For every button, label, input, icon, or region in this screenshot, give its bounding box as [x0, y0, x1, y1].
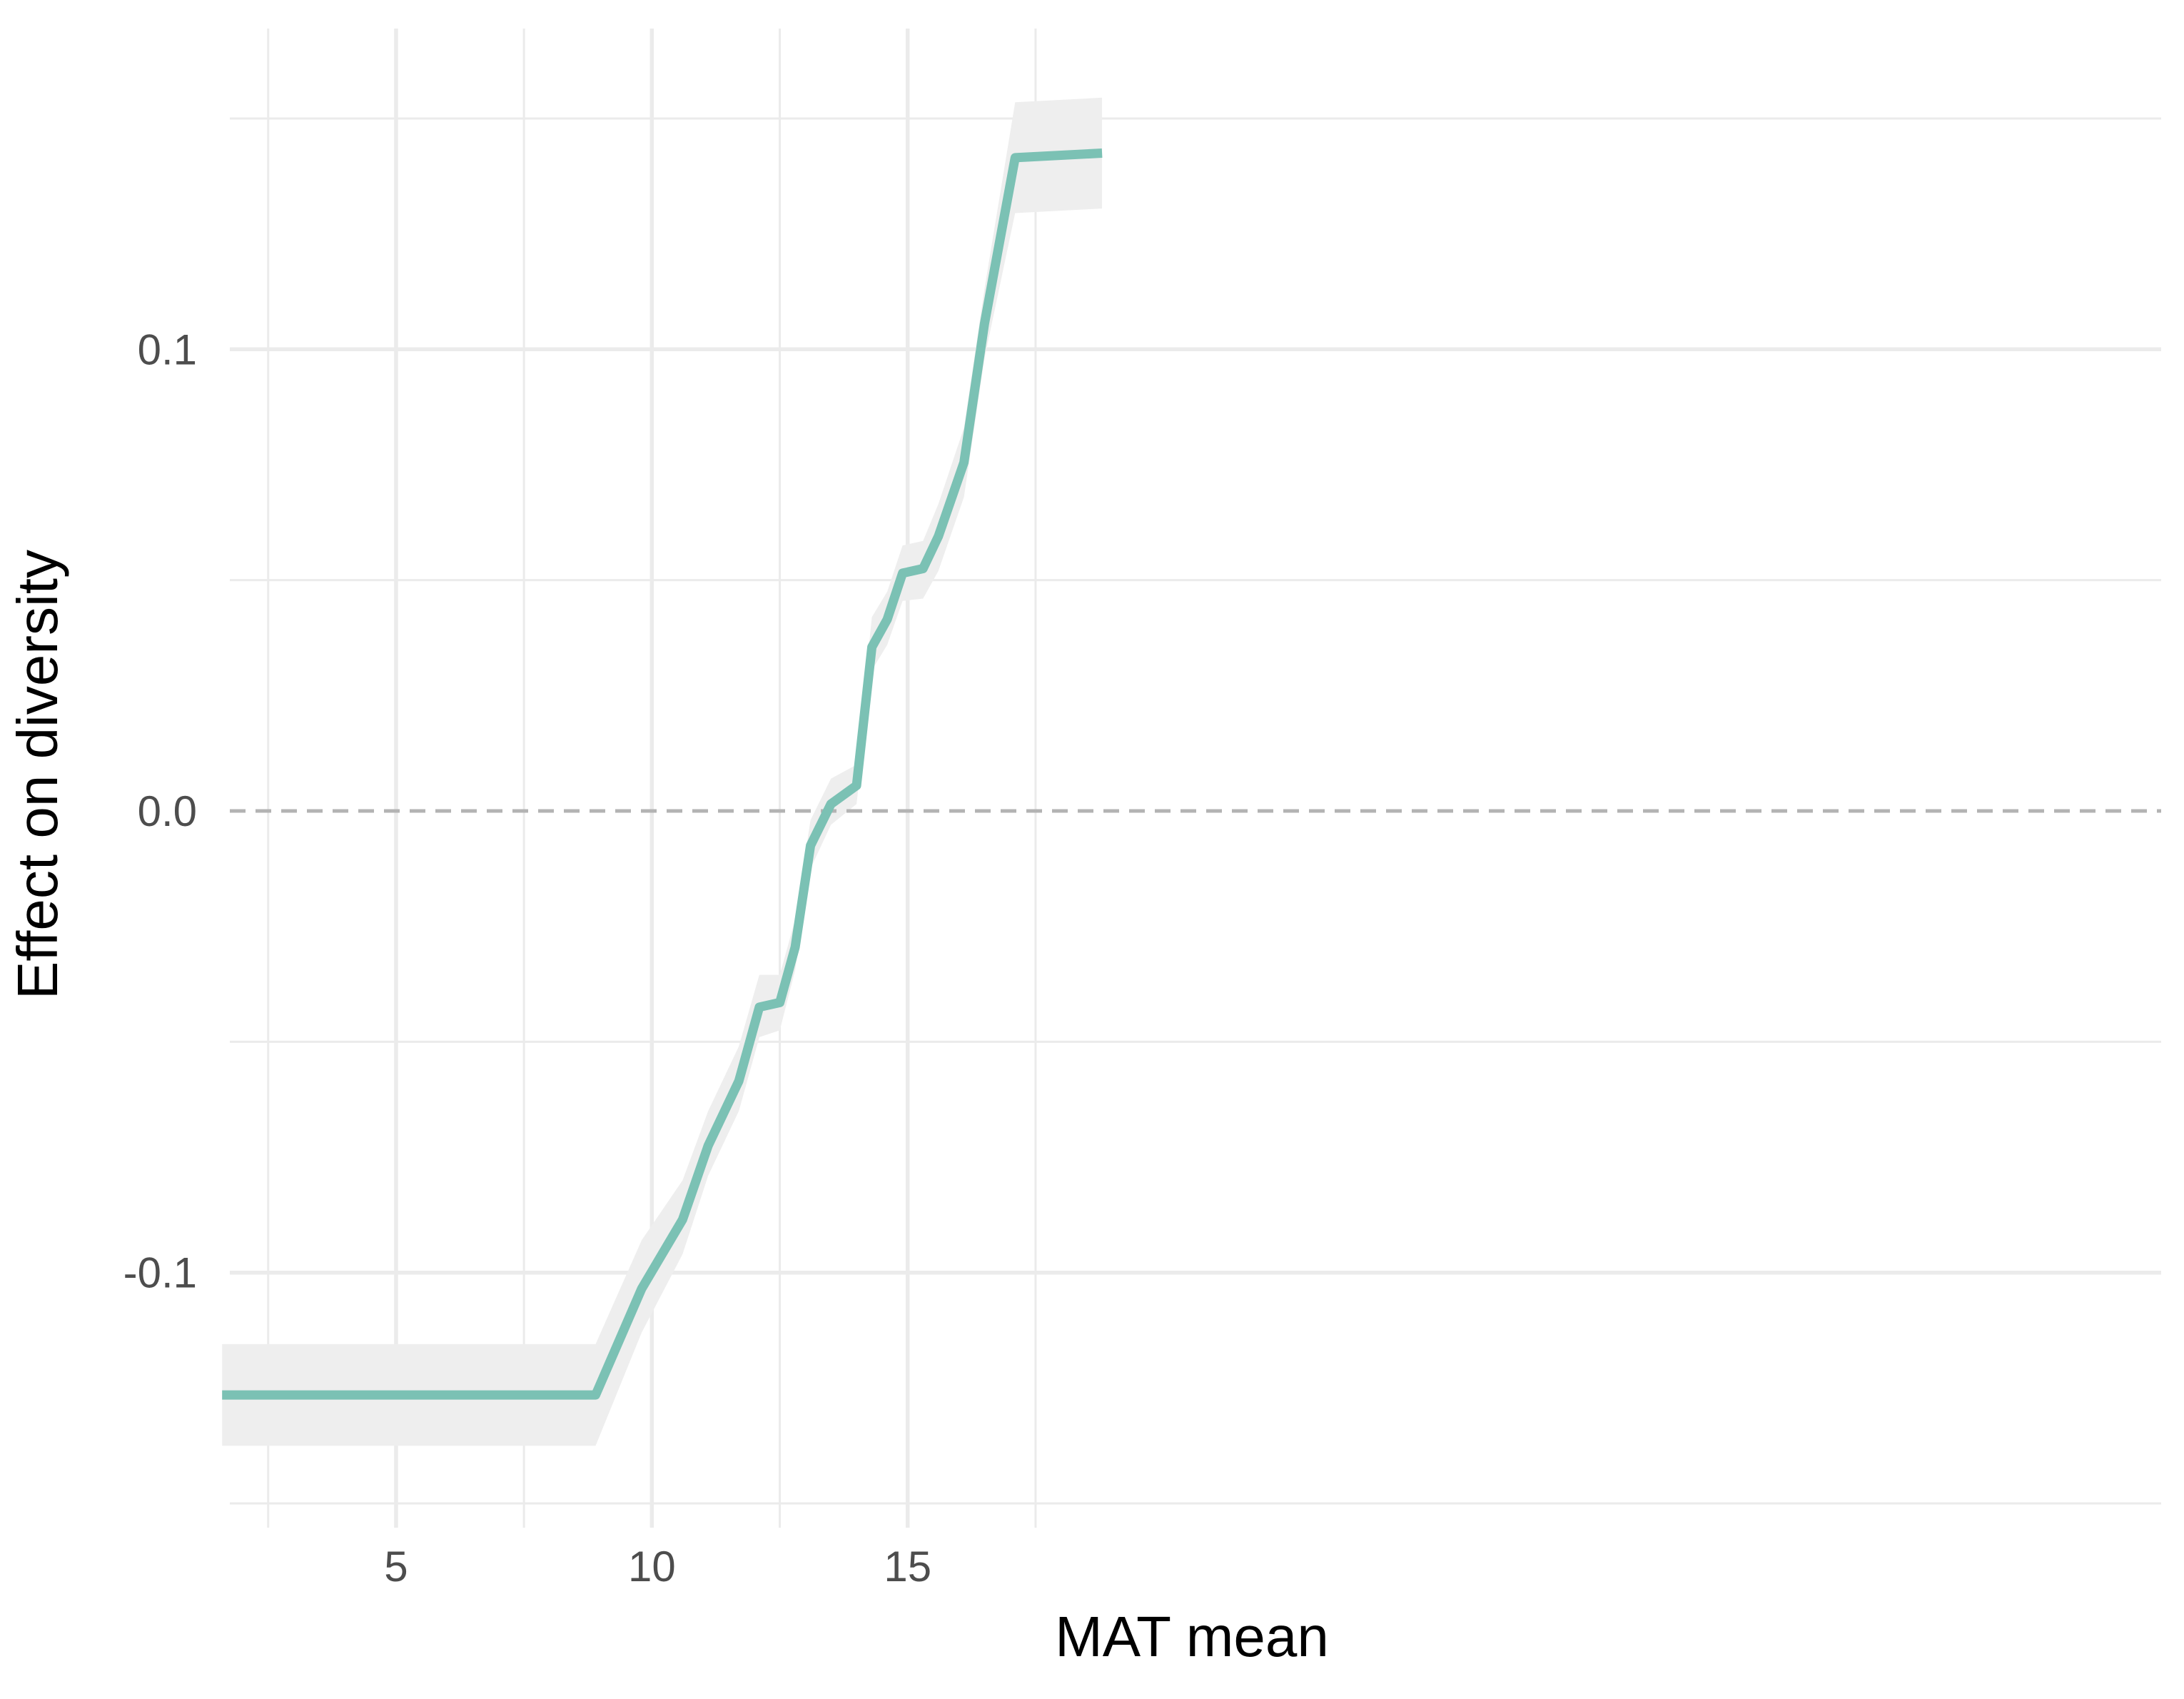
x-axis-tick-labels: 5 10 15 — [384, 1543, 931, 1590]
y-axis-tick-labels: -0.1 0.0 0.1 — [123, 326, 197, 1296]
effect-line — [222, 148, 1103, 1400]
y-axis-title: Effect on diversity — [6, 550, 69, 999]
minor-gridlines — [230, 29, 2161, 1528]
y-tick-label: 0.0 — [138, 787, 197, 835]
y-tick-label: -0.1 — [123, 1249, 197, 1297]
confidence-band — [222, 97, 1103, 1446]
x-axis-title: MAT mean — [1055, 1605, 1329, 1668]
effect-line-layer — [222, 148, 1103, 1400]
y-tick-label: 0.1 — [138, 326, 197, 373]
major-gridlines — [230, 29, 2161, 1528]
confidence-band-layer — [222, 97, 1103, 1446]
x-tick-label: 10 — [628, 1543, 676, 1590]
x-tick-label: 5 — [384, 1543, 408, 1590]
x-tick-label: 15 — [884, 1543, 931, 1590]
